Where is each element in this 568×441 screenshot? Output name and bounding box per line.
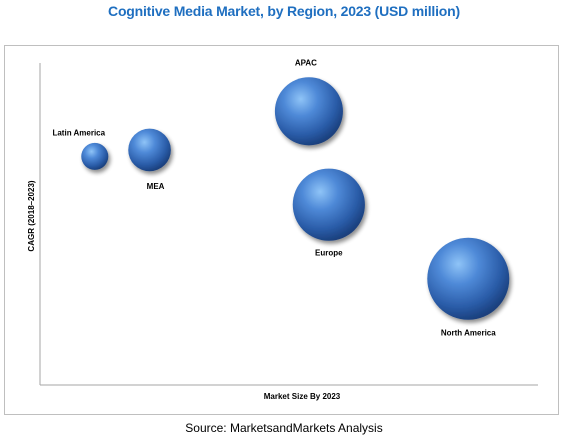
bubble-mea [128,128,171,172]
bubble-label-mea: MEA [147,182,165,191]
source-note: Source: MarketsandMarkets Analysis [185,421,383,435]
bubble-label-europe: Europe [315,249,343,258]
chart-title: Cognitive Media Market, by Region, 2023 … [108,3,460,19]
y-axis-label: CAGR (2018–2023) [27,180,36,251]
bubble-label-latin-america: Latin America [52,128,105,137]
bubble-label-north-america: North America [441,329,496,338]
bubble-label-apac: APAC [295,58,317,67]
bubble-series: Latin America MEA APAC Europe North America [52,58,510,338]
x-axis-label: Market Size By 2023 [264,392,341,401]
bubble-latin-america [81,142,109,170]
chart-frame [4,45,559,415]
bubble-apac [274,77,343,146]
bubble-north-america [427,237,510,320]
bubble-europe [292,168,365,241]
